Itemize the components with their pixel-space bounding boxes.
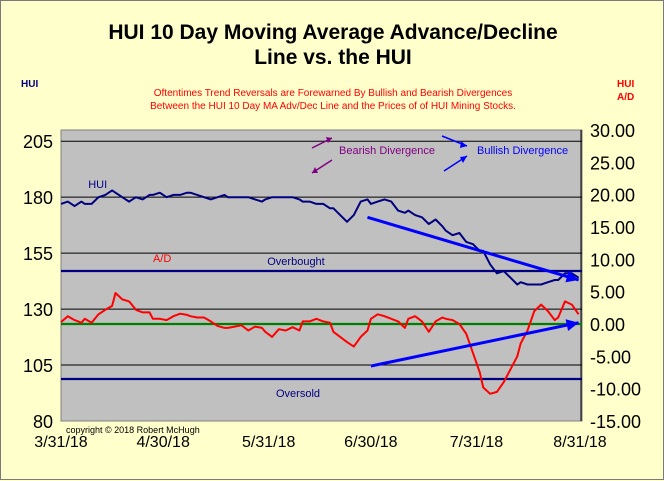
right-tick-label-9: 30.00 [590,121,635,141]
bearish-arrow-icon [311,137,333,174]
right-axis-title-line-2: A/D [617,92,634,103]
chart-subtitle-line-2: Between the HUI 10 Day MA Adv/Dec Line a… [150,101,516,112]
left-tick-label-4: 180 [23,188,53,208]
chart-title-line-1: HUI 10 Day Moving Average Advance/Declin… [108,21,557,44]
left-tick-label-2: 130 [23,300,53,320]
left-axis-title: HUI [21,79,38,90]
x-tick-label-5: 8/31/18 [553,434,606,451]
x-tick-label-3: 6/30/18 [344,434,397,451]
bullish-arrow-icon [441,135,468,172]
ad-divergence-line [370,321,579,368]
right-tick-label-0: -15.00 [590,412,641,432]
hui-divergence-arrowhead [565,270,579,283]
left-tick-label-5: 205 [23,132,53,152]
plot-area [60,129,583,422]
series-line-a-d [60,292,580,395]
bullish-divergence-label: Bullish Divergence [477,145,568,157]
x-tick-label-0: 3/31/18 [34,434,87,451]
series-label-1: A/D [153,253,171,265]
chart-title-line-2: Line vs. the HUI [254,46,412,69]
right-tick-label-6: 15.00 [590,218,635,238]
ad-divergence-arrowhead [565,319,579,331]
annotation-layer: HUI A/D [88,179,580,368]
left-tick-label-3: 155 [23,244,53,264]
right-tick-label-1: -10.00 [590,380,641,400]
oversold-label: Oversold [276,388,320,400]
right-tick-label-3: 0.00 [590,315,625,335]
right-tick-label-7: 20.00 [590,186,635,206]
series-layer [60,189,580,395]
x-tick-label-1: 4/30/18 [136,434,189,451]
right-tick-label-8: 25.00 [590,153,635,173]
right-tick-label-4: 5.00 [590,283,625,303]
bearish-divergence-label: Bearish Divergence [339,145,435,157]
x-tick-label-2: 5/31/18 [242,434,295,451]
left-tick-label-1: 105 [23,356,53,376]
right-tick-label-5: 10.00 [590,250,635,270]
axis-layer: 80 105 130 155 180 205 -15.00 -10.00 -5.00 0.00 5.… [23,121,641,451]
series-line-hui [60,189,580,286]
copyright-text: copyright © 2018 Robert McHugh [66,425,200,435]
x-tick-label-4: 7/31/18 [450,434,503,451]
hui-divergence-line [367,215,580,282]
overbought-label: Overbought [267,256,324,268]
right-tick-label-2: -5.00 [590,347,631,367]
chart-subtitle-line-1: Oftentimes Trend Reversals are Forewarne… [154,88,513,99]
series-label-0: HUI [88,179,107,191]
right-axis-title-line-1: HUI [617,79,634,90]
left-tick-label-0: 80 [33,412,53,432]
